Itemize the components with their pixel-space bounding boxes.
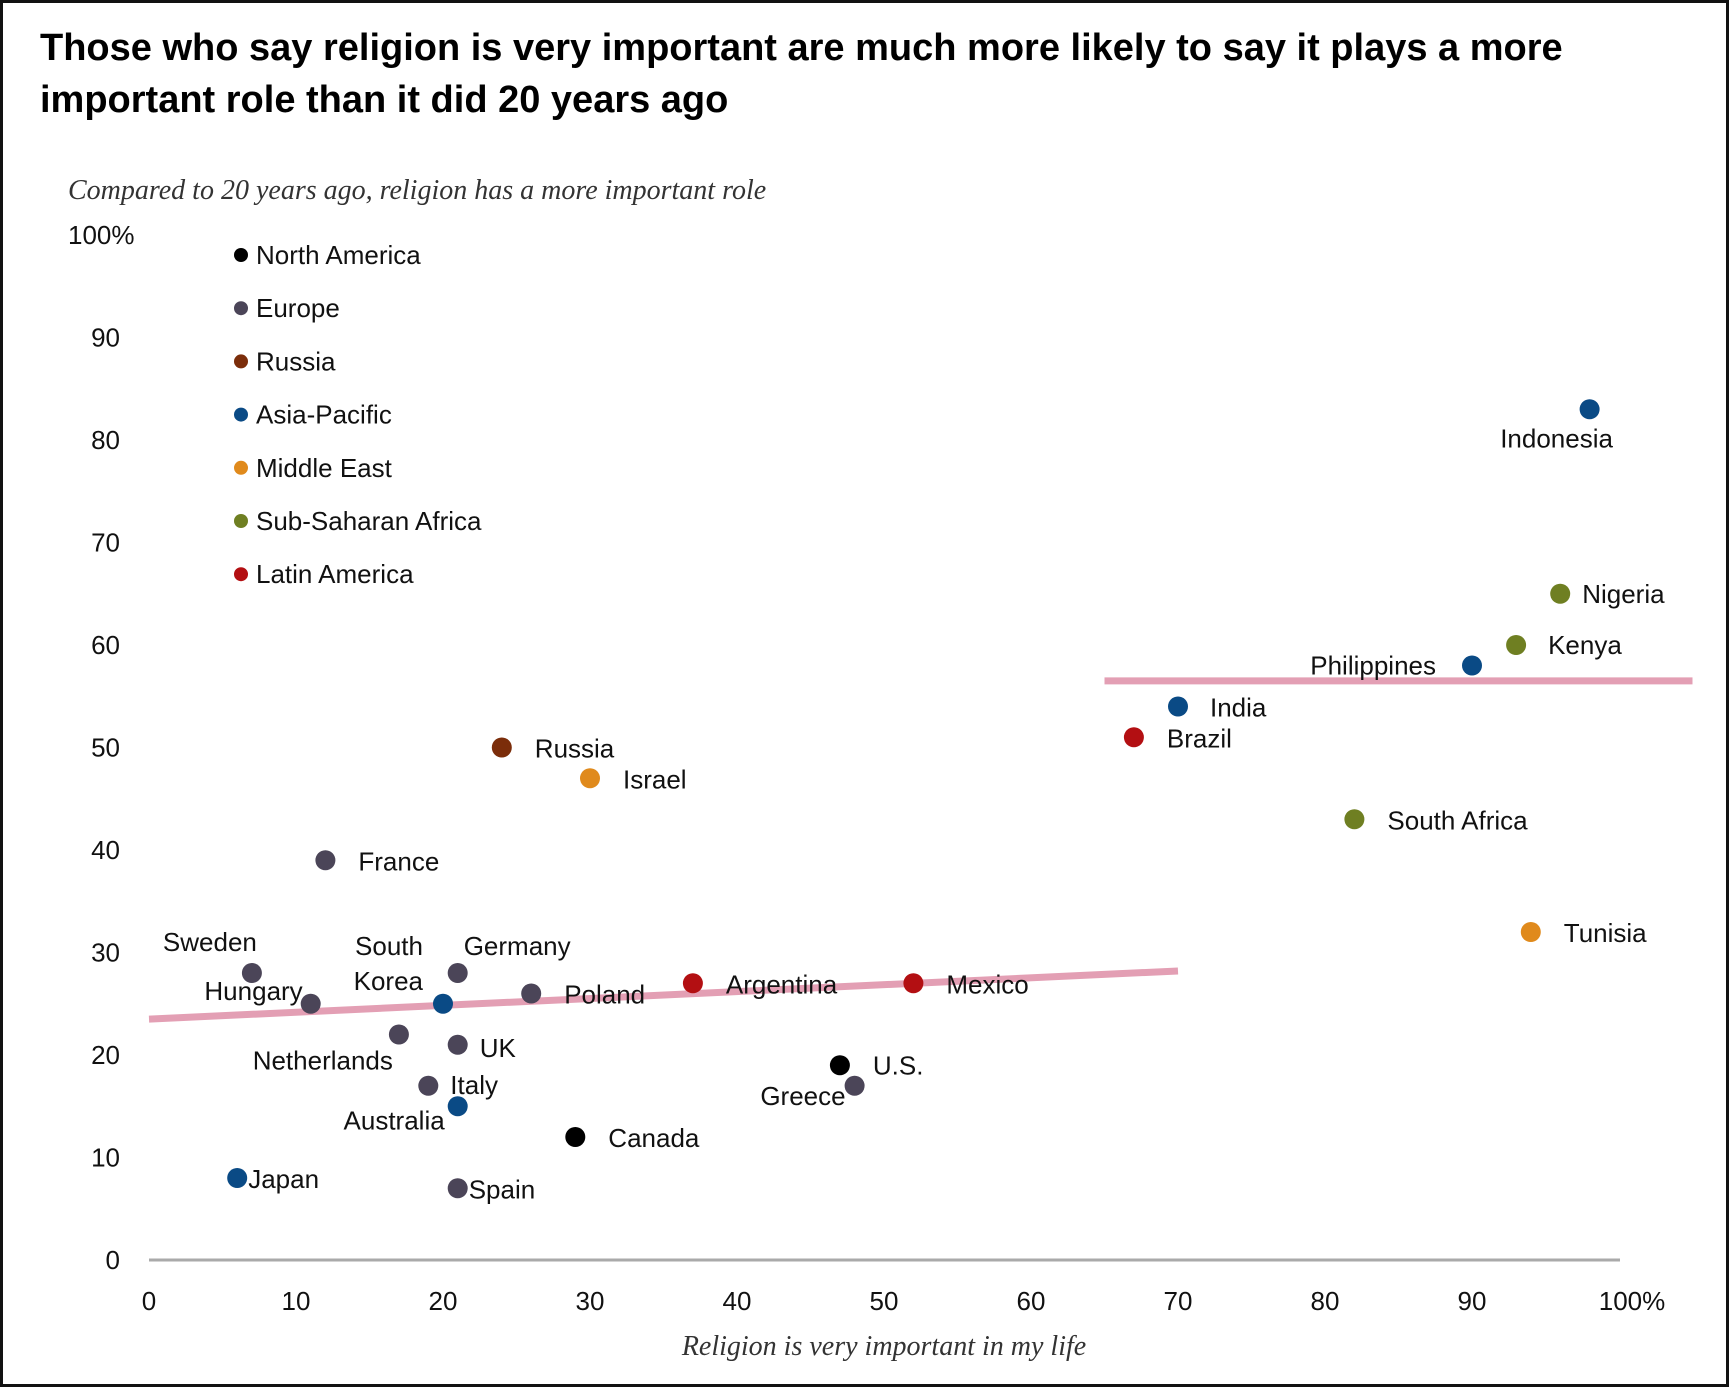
data-point xyxy=(241,963,262,983)
point-label: Japan xyxy=(248,1164,319,1194)
legend-label: Russia xyxy=(256,346,336,376)
x-tick-label: 60 xyxy=(1017,1286,1046,1316)
x-tick-label: 70 xyxy=(1164,1286,1193,1316)
x-tick-label: 90 xyxy=(1458,1286,1487,1316)
point-label: Kenya xyxy=(1548,630,1622,660)
data-point xyxy=(844,1075,865,1096)
data-point xyxy=(682,973,703,994)
legend-label: Europe xyxy=(256,293,340,323)
data-point xyxy=(580,768,600,789)
data-point xyxy=(565,1127,586,1147)
point-label: Tunisia xyxy=(1564,918,1647,948)
legend-marker xyxy=(234,301,248,316)
y-tick-label: 70 xyxy=(91,528,120,558)
legend-marker xyxy=(234,354,248,369)
data-point xyxy=(491,737,512,758)
data-point xyxy=(433,993,453,1014)
legend-marker xyxy=(234,460,248,475)
trend-line xyxy=(148,967,1179,1023)
y-tick-label: 90 xyxy=(91,323,120,353)
point-label: Spain xyxy=(469,1174,536,1204)
y-tick-label: 60 xyxy=(91,630,120,660)
point-label: Indonesia xyxy=(1500,423,1613,453)
data-point xyxy=(1579,399,1600,420)
legend-marker xyxy=(234,514,248,528)
y-axis-label: Compared to 20 years ago, religion has a… xyxy=(68,175,766,206)
y-tick-label: 100% xyxy=(68,220,135,250)
point-label: Poland xyxy=(564,980,645,1010)
point-label: Italy xyxy=(450,1070,498,1100)
data-point xyxy=(447,963,468,983)
data-point xyxy=(418,1075,439,1096)
point-label: Nigeria xyxy=(1582,579,1665,609)
x-tick-label: 40 xyxy=(723,1286,752,1316)
y-tick-label: 50 xyxy=(91,733,120,763)
point-label: UK xyxy=(480,1033,517,1063)
point-label: Israel xyxy=(623,764,687,794)
data-point xyxy=(315,850,336,871)
point-label: Russia xyxy=(535,734,615,764)
y-tick-label: 20 xyxy=(91,1040,120,1070)
data-point xyxy=(1344,809,1365,830)
y-tick-label: 10 xyxy=(91,1143,120,1173)
x-tick-label: 0 xyxy=(142,1286,156,1316)
point-label: India xyxy=(1210,693,1267,723)
data-point xyxy=(388,1024,409,1045)
legend-marker xyxy=(234,248,248,262)
x-tick-label: 20 xyxy=(429,1286,458,1316)
point-label: South Africa xyxy=(1387,805,1528,835)
data-point xyxy=(447,1096,468,1117)
point-label: Brazil xyxy=(1167,723,1232,753)
data-point xyxy=(447,1178,468,1199)
point-label: Netherlands xyxy=(253,1046,393,1076)
data-point xyxy=(447,1034,468,1055)
point-label: Canada xyxy=(608,1123,700,1153)
data-point xyxy=(521,983,542,1004)
point-label: South Korea xyxy=(354,931,424,996)
data-point xyxy=(1550,583,1571,604)
x-axis-label: Religion is very important in my life xyxy=(681,1331,1086,1362)
data-point xyxy=(1520,922,1541,942)
data-point xyxy=(903,973,924,994)
legend-label: Asia-Pacific xyxy=(256,400,392,430)
point-label: Hungary xyxy=(204,976,302,1006)
legend-label: Sub-Saharan Africa xyxy=(256,506,482,536)
x-tick-label: 30 xyxy=(576,1286,605,1316)
point-label: Mexico xyxy=(946,969,1028,999)
data-point xyxy=(1462,655,1482,676)
y-tick-label: 80 xyxy=(91,425,120,455)
point-label: Greece xyxy=(760,1081,845,1111)
data-point xyxy=(227,1168,248,1188)
y-tick-label: 30 xyxy=(91,938,120,968)
point-label: U.S. xyxy=(873,1050,924,1080)
data-point xyxy=(300,993,321,1014)
point-label: Germany xyxy=(464,931,571,961)
point-label: Argentina xyxy=(726,969,838,999)
data-point xyxy=(1506,635,1527,655)
legend-label: Middle East xyxy=(256,453,393,483)
x-tick-label: 80 xyxy=(1311,1286,1340,1316)
legend-label: North America xyxy=(256,240,421,270)
point-label: Australia xyxy=(344,1105,446,1135)
point-label: Philippines xyxy=(1310,651,1436,681)
legend-label: Latin America xyxy=(256,559,414,589)
legend-marker xyxy=(234,567,248,582)
x-tick-label: 50 xyxy=(870,1286,899,1316)
point-label: Sweden xyxy=(163,927,257,957)
legend-marker xyxy=(234,407,248,422)
point-label: France xyxy=(358,846,439,876)
data-point xyxy=(829,1055,850,1076)
y-tick-label: 0 xyxy=(106,1245,120,1275)
x-tick-label: 100% xyxy=(1599,1286,1666,1316)
x-tick-label: 10 xyxy=(282,1286,311,1316)
data-point xyxy=(1168,696,1188,717)
chart-title: Those who say religion is very important… xyxy=(40,27,1563,121)
data-point xyxy=(1123,727,1144,748)
y-tick-label: 40 xyxy=(91,835,120,865)
